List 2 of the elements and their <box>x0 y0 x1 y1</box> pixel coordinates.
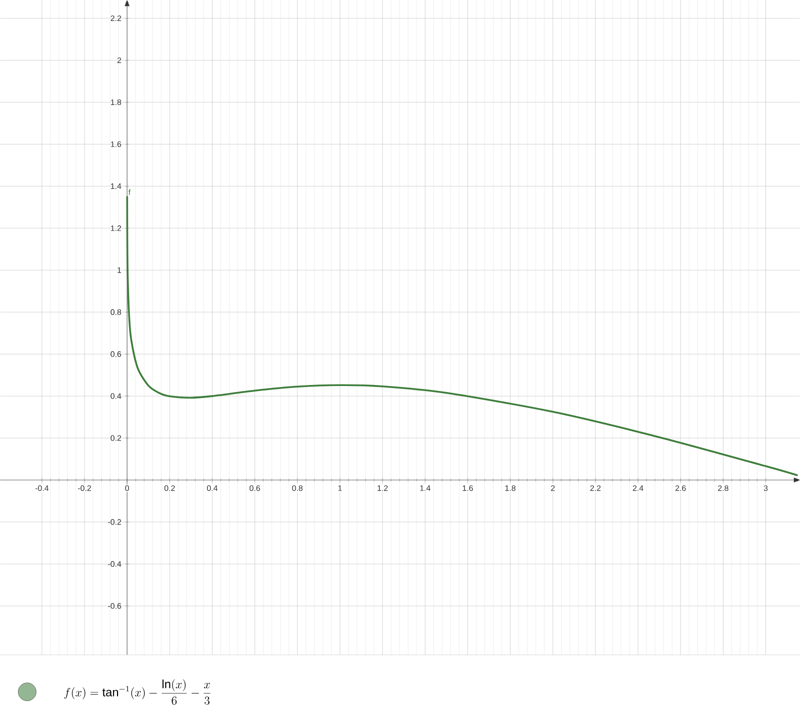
text: $f(x) = \tan^{-1}(x) - \frac{\ln(x)}{6} - \frac{x}{3}$ <box>64 679 210 705</box>
line-series <box>126 195 799 476</box>
